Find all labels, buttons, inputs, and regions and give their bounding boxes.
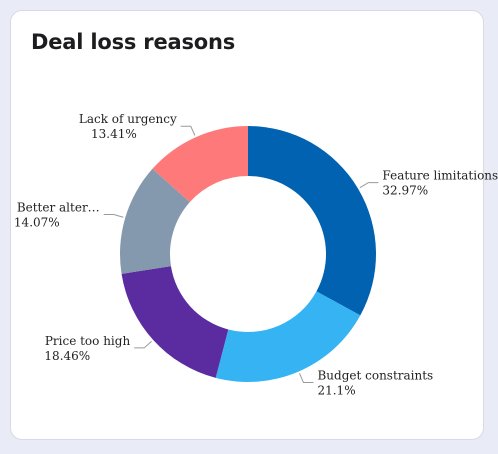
slice-label-feature-limitations: Feature limitations bbox=[382, 169, 498, 183]
slice-better-alter[interactable] bbox=[120, 168, 190, 274]
leader-line-feature-limitations bbox=[359, 182, 379, 189]
leader-line-budget-constraints bbox=[299, 373, 314, 384]
leader-line-better-alter bbox=[103, 213, 124, 218]
leader-lines bbox=[103, 125, 379, 384]
slice-value-price-too-high: 18.46% bbox=[44, 349, 90, 363]
slice-price-too-high[interactable] bbox=[121, 266, 229, 378]
slice-label-better-alter: Better alter… bbox=[17, 200, 100, 214]
donut-slices bbox=[120, 126, 376, 382]
slice-value-budget-constraints: 21.1% bbox=[317, 384, 355, 398]
slice-feature-limitations[interactable] bbox=[248, 126, 376, 316]
slice-value-feature-limitations: 32.97% bbox=[382, 184, 428, 198]
slice-label-price-too-high: Price too high bbox=[45, 334, 131, 348]
slice-lack-of-urgency[interactable] bbox=[152, 126, 248, 203]
slice-value-lack-of-urgency: 13.41% bbox=[91, 127, 137, 141]
chart-title: Deal loss reasons bbox=[31, 30, 236, 54]
leader-line-price-too-high bbox=[134, 340, 152, 349]
slice-label-budget-constraints: Budget constraints bbox=[317, 369, 433, 383]
slice-value-better-alter: 14.07% bbox=[14, 215, 60, 229]
leader-line-lack-of-urgency bbox=[180, 125, 196, 136]
slice-label-lack-of-urgency: Lack of urgency bbox=[79, 112, 177, 126]
slice-budget-constraints[interactable] bbox=[215, 291, 361, 382]
